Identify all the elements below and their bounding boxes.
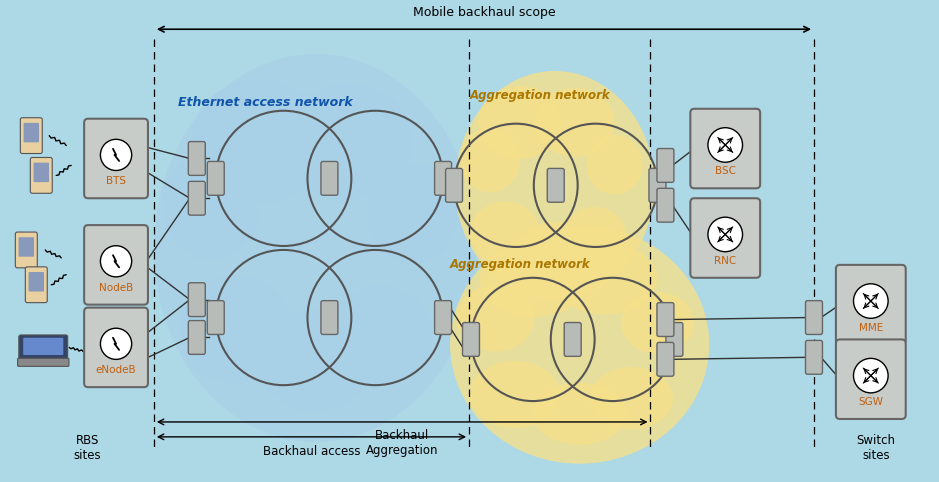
FancyBboxPatch shape — [18, 358, 69, 366]
FancyBboxPatch shape — [19, 335, 68, 360]
Text: Aggregation: Aggregation — [366, 444, 439, 457]
FancyBboxPatch shape — [189, 181, 206, 215]
FancyBboxPatch shape — [463, 322, 480, 356]
Ellipse shape — [622, 292, 694, 354]
FancyBboxPatch shape — [28, 272, 44, 292]
Circle shape — [708, 217, 743, 252]
Ellipse shape — [367, 162, 457, 264]
Ellipse shape — [480, 241, 589, 317]
Ellipse shape — [450, 225, 709, 464]
FancyBboxPatch shape — [208, 161, 224, 195]
Ellipse shape — [456, 285, 534, 351]
Ellipse shape — [154, 54, 477, 442]
Text: BSC: BSC — [715, 166, 736, 176]
FancyBboxPatch shape — [85, 225, 148, 305]
Ellipse shape — [554, 243, 657, 315]
FancyBboxPatch shape — [21, 118, 42, 153]
Circle shape — [100, 328, 131, 360]
FancyBboxPatch shape — [19, 237, 34, 257]
FancyBboxPatch shape — [666, 322, 683, 356]
FancyBboxPatch shape — [25, 267, 47, 303]
FancyBboxPatch shape — [23, 123, 39, 142]
Ellipse shape — [455, 71, 654, 300]
Text: NodeB: NodeB — [99, 283, 133, 293]
Ellipse shape — [562, 207, 626, 267]
Text: Switch
sites: Switch sites — [856, 434, 895, 462]
Ellipse shape — [178, 275, 291, 384]
FancyBboxPatch shape — [34, 162, 49, 182]
Text: Aggregation network: Aggregation network — [470, 89, 610, 102]
Text: Backhaul: Backhaul — [375, 429, 429, 442]
FancyBboxPatch shape — [657, 148, 674, 182]
FancyBboxPatch shape — [85, 119, 148, 198]
Circle shape — [100, 246, 131, 277]
Text: SGW: SGW — [858, 397, 884, 407]
Ellipse shape — [257, 310, 374, 411]
FancyBboxPatch shape — [547, 168, 564, 202]
Ellipse shape — [590, 367, 673, 429]
Text: Mobile backhaul scope: Mobile backhaul scope — [412, 6, 555, 19]
Circle shape — [100, 139, 131, 171]
Ellipse shape — [519, 222, 591, 281]
Ellipse shape — [470, 201, 540, 266]
FancyBboxPatch shape — [649, 168, 666, 202]
FancyBboxPatch shape — [85, 308, 148, 387]
FancyBboxPatch shape — [435, 301, 452, 335]
FancyBboxPatch shape — [208, 301, 224, 335]
FancyBboxPatch shape — [435, 161, 452, 195]
FancyBboxPatch shape — [564, 322, 581, 356]
Text: Ethernet access network: Ethernet access network — [178, 96, 353, 109]
FancyBboxPatch shape — [189, 283, 206, 317]
FancyBboxPatch shape — [189, 142, 206, 175]
Ellipse shape — [162, 151, 259, 260]
FancyBboxPatch shape — [321, 161, 338, 195]
Text: RNC: RNC — [715, 256, 736, 266]
FancyBboxPatch shape — [189, 321, 206, 354]
FancyBboxPatch shape — [321, 301, 338, 335]
Text: BTS: BTS — [106, 176, 126, 187]
Ellipse shape — [587, 135, 642, 194]
Ellipse shape — [535, 88, 614, 157]
Ellipse shape — [533, 383, 626, 444]
Circle shape — [854, 358, 888, 393]
FancyBboxPatch shape — [657, 303, 674, 336]
FancyBboxPatch shape — [806, 340, 823, 374]
FancyBboxPatch shape — [15, 232, 38, 268]
Text: Aggregation network: Aggregation network — [450, 258, 591, 271]
Circle shape — [854, 284, 888, 318]
Ellipse shape — [329, 285, 432, 386]
Ellipse shape — [284, 83, 412, 200]
FancyBboxPatch shape — [690, 198, 761, 278]
FancyBboxPatch shape — [657, 188, 674, 222]
Ellipse shape — [478, 86, 562, 159]
FancyBboxPatch shape — [836, 265, 906, 345]
Text: Backhaul access: Backhaul access — [263, 445, 361, 458]
FancyBboxPatch shape — [690, 109, 761, 188]
Ellipse shape — [470, 361, 561, 428]
Ellipse shape — [460, 128, 520, 192]
FancyBboxPatch shape — [30, 158, 53, 193]
Circle shape — [708, 128, 743, 162]
FancyBboxPatch shape — [446, 168, 463, 202]
Ellipse shape — [191, 79, 327, 203]
FancyBboxPatch shape — [806, 301, 823, 335]
Text: RBS
sites: RBS sites — [74, 434, 101, 462]
FancyBboxPatch shape — [23, 338, 63, 355]
Text: MME: MME — [858, 322, 883, 333]
Text: eNodeB: eNodeB — [96, 365, 136, 375]
FancyBboxPatch shape — [836, 339, 906, 419]
FancyBboxPatch shape — [657, 342, 674, 376]
